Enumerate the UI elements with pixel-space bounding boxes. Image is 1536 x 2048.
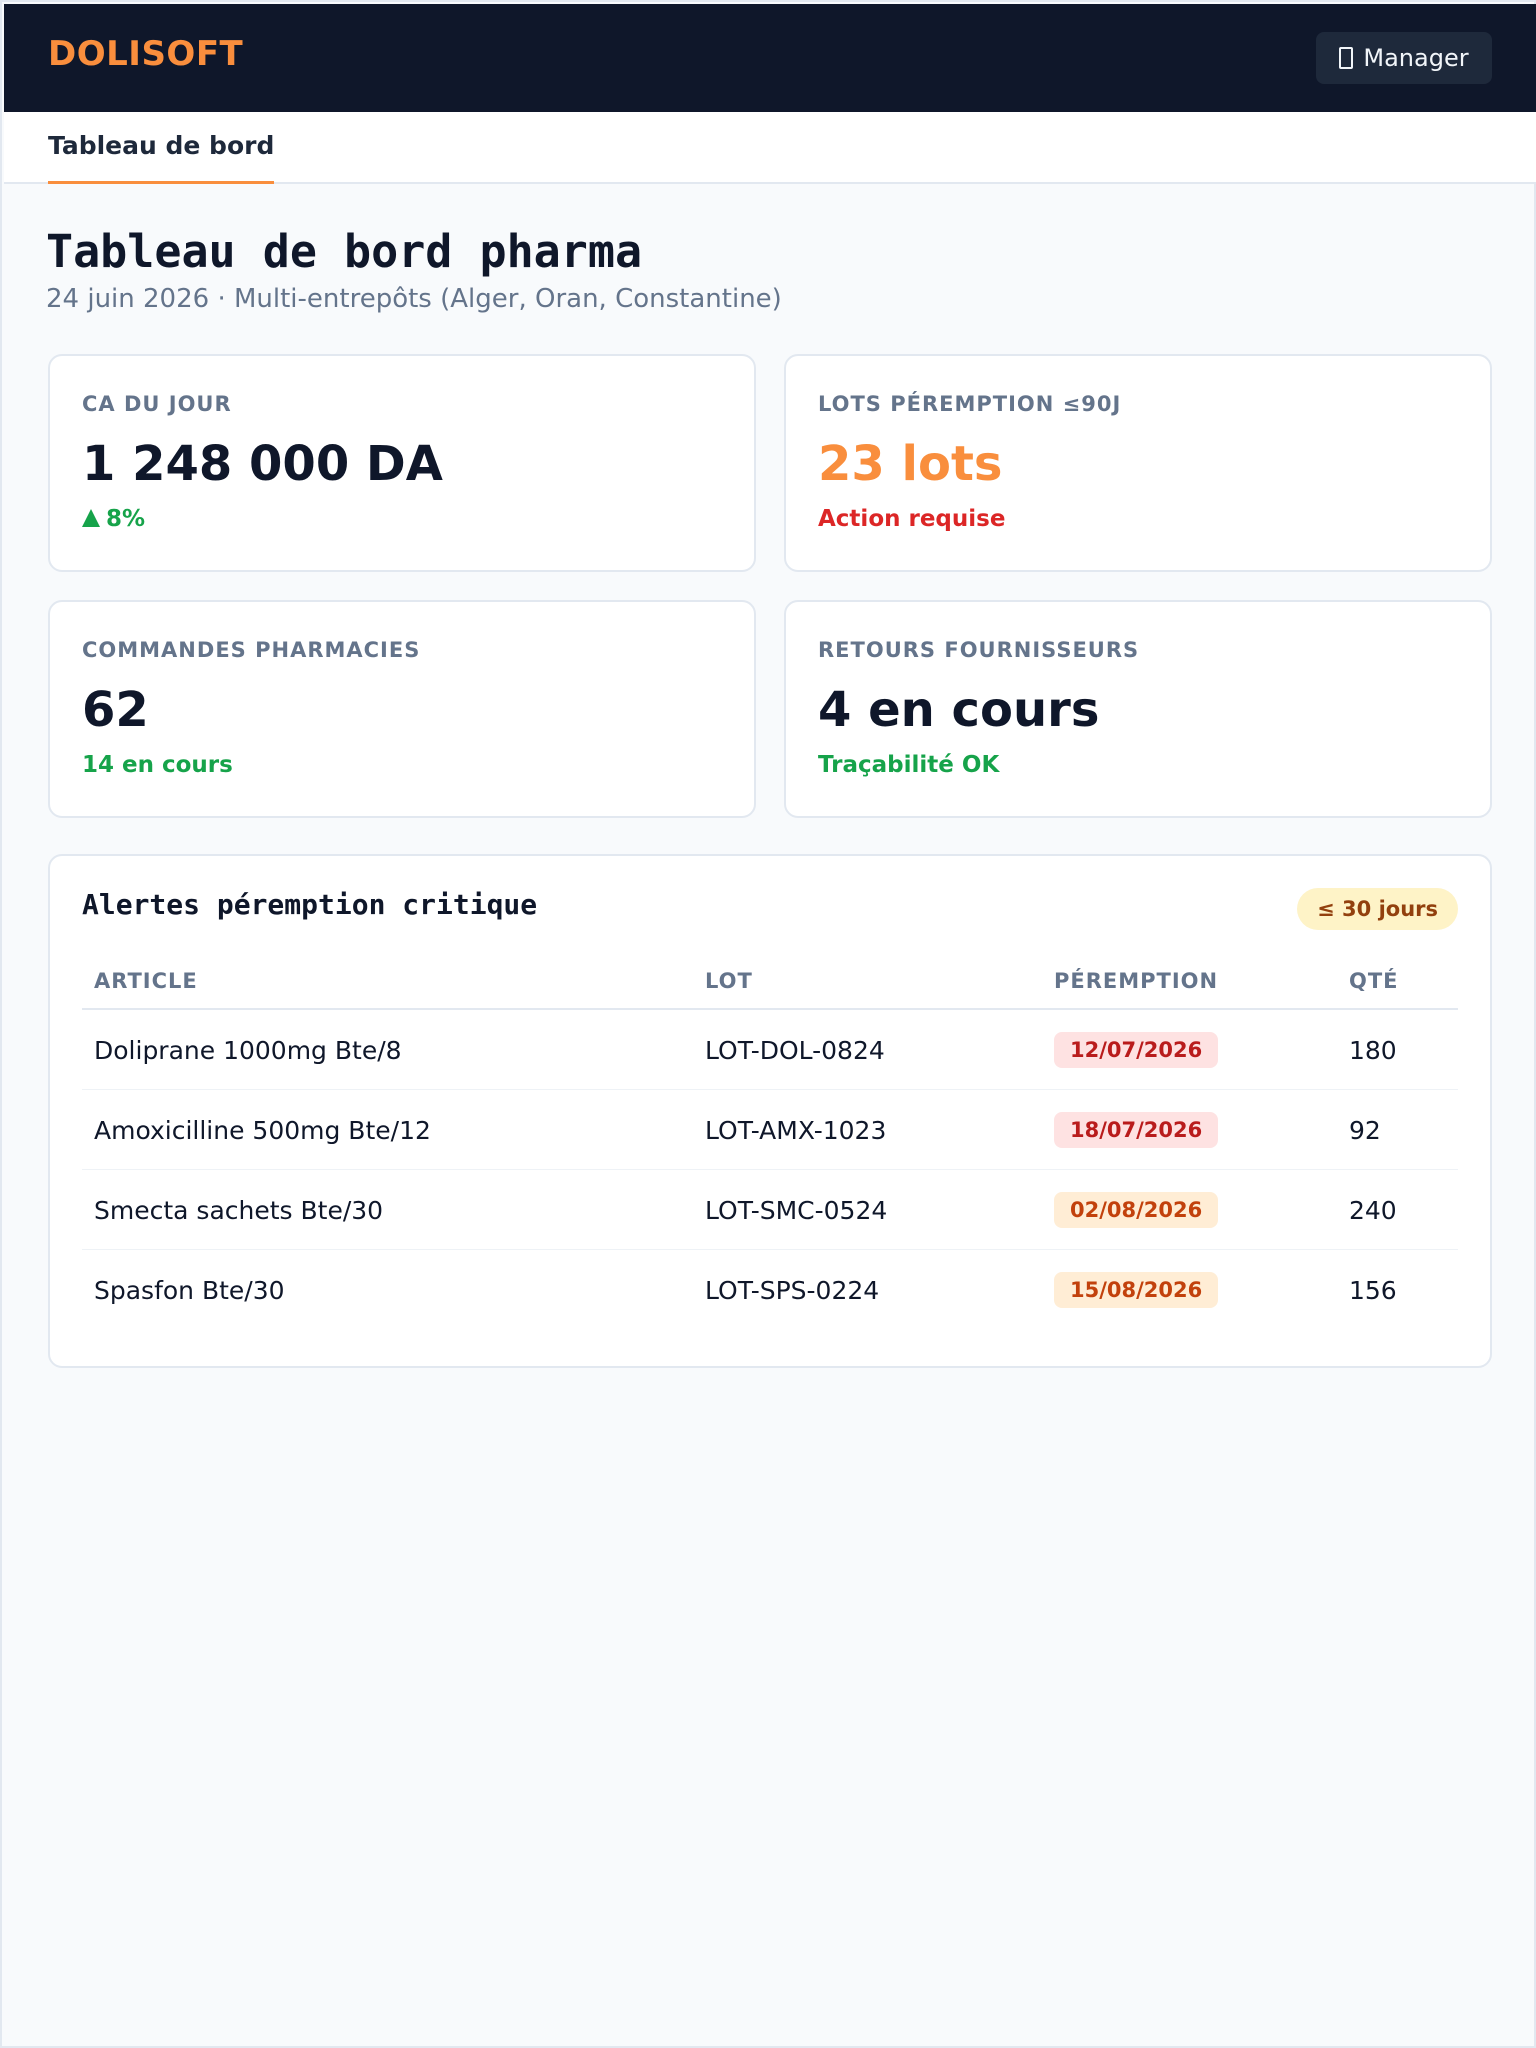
table-row[interactable]: Amoxicilline 500mg Bte/12 LOT-AMX-1023 1… xyxy=(82,1090,1458,1170)
cell-expiry: 02/08/2026 xyxy=(1054,1170,1219,1250)
expiry-badge: 02/08/2026 xyxy=(1054,1192,1219,1228)
cell-qty: 180 xyxy=(1349,1035,1397,1065)
brand-logo[interactable]: DOLISOFT xyxy=(48,34,244,74)
user-icon xyxy=(1339,47,1354,69)
cell-lot: LOT-SMC-0524 xyxy=(705,1195,888,1225)
kpi-note: 14 en cours xyxy=(82,752,233,778)
threshold-badge: ≤ 30 jours xyxy=(1297,888,1458,930)
user-menu-button[interactable]: Manager xyxy=(1316,32,1492,84)
table-header: Article Lot Péremption Qté xyxy=(82,954,1458,1010)
kpi-value: 4 en cours xyxy=(818,682,1100,738)
expiry-badge: 12/07/2026 xyxy=(1054,1032,1219,1068)
top-bar: DOLISOFT Manager xyxy=(4,4,1536,112)
column-header-lot[interactable]: Lot xyxy=(705,969,753,993)
tab-dashboard[interactable]: Tableau de bord xyxy=(48,112,275,184)
cell-expiry: 18/07/2026 xyxy=(1054,1090,1219,1170)
kpi-label: Retours fournisseurs xyxy=(818,638,1140,662)
expiry-alerts-panel: Alertes péremption critique ≤ 30 jours A… xyxy=(48,854,1492,1368)
cell-qty: 240 xyxy=(1349,1195,1397,1225)
cell-qty: 92 xyxy=(1349,1115,1381,1145)
page-subtitle: 24 juin 2026 · Multi-entrepôts (Alger, O… xyxy=(46,284,782,314)
kpi-label: Lots péremption ≤90j xyxy=(818,392,1122,416)
page-title: Tableau de bord pharma xyxy=(46,225,643,278)
column-header-expiry[interactable]: Péremption xyxy=(1054,969,1219,993)
cell-lot: LOT-AMX-1023 xyxy=(705,1115,887,1145)
kpi-card-revenue: CA du jour 1 248 000 DA 8% xyxy=(48,354,756,572)
cell-lot: LOT-DOL-0824 xyxy=(705,1035,885,1065)
panel-title: Alertes péremption critique xyxy=(82,888,538,921)
kpi-note: Traçabilité OK xyxy=(818,752,1000,778)
alerts-table: Article Lot Péremption Qté Doliprane 100… xyxy=(82,954,1458,1330)
table-row[interactable]: Doliprane 1000mg Bte/8 LOT-DOL-0824 12/0… xyxy=(82,1010,1458,1090)
kpi-card-expiring-lots: Lots péremption ≤90j 23 lots Action requ… xyxy=(784,354,1492,572)
kpi-card-pharmacy-orders: Commandes pharmacies 62 14 en cours xyxy=(48,600,756,818)
cell-article: Spasfon Bte/30 xyxy=(94,1275,285,1305)
kpi-trend: 8% xyxy=(82,506,145,532)
column-header-article[interactable]: Article xyxy=(94,969,198,993)
cell-qty: 156 xyxy=(1349,1275,1397,1305)
kpi-label: Commandes pharmacies xyxy=(82,638,421,662)
cell-lot: LOT-SPS-0224 xyxy=(705,1275,880,1305)
kpi-value: 62 xyxy=(82,682,149,738)
column-header-qty[interactable]: Qté xyxy=(1349,969,1399,993)
cell-article: Smecta sachets Bte/30 xyxy=(94,1195,384,1225)
cell-article: Doliprane 1000mg Bte/8 xyxy=(94,1035,402,1065)
user-label: Manager xyxy=(1363,44,1469,72)
expiry-badge: 15/08/2026 xyxy=(1054,1272,1219,1308)
trend-up-icon xyxy=(82,509,100,527)
expiry-badge: 18/07/2026 xyxy=(1054,1112,1219,1148)
kpi-label: CA du jour xyxy=(82,392,232,416)
table-row[interactable]: Spasfon Bte/30 LOT-SPS-0224 15/08/2026 1… xyxy=(82,1250,1458,1330)
kpi-card-supplier-returns: Retours fournisseurs 4 en cours Traçabil… xyxy=(784,600,1492,818)
cell-expiry: 15/08/2026 xyxy=(1054,1250,1219,1330)
kpi-note: Action requise xyxy=(818,506,1006,532)
kpi-trend-value: 8% xyxy=(106,506,146,532)
cell-article: Amoxicilline 500mg Bte/12 xyxy=(94,1115,431,1145)
table-row[interactable]: Smecta sachets Bte/30 LOT-SMC-0524 02/08… xyxy=(82,1170,1458,1250)
cell-expiry: 12/07/2026 xyxy=(1054,1010,1219,1090)
kpi-value: 1 248 000 DA xyxy=(82,436,443,492)
tab-bar: Tableau de bord xyxy=(4,112,1536,184)
kpi-value: 23 lots xyxy=(818,436,1003,492)
